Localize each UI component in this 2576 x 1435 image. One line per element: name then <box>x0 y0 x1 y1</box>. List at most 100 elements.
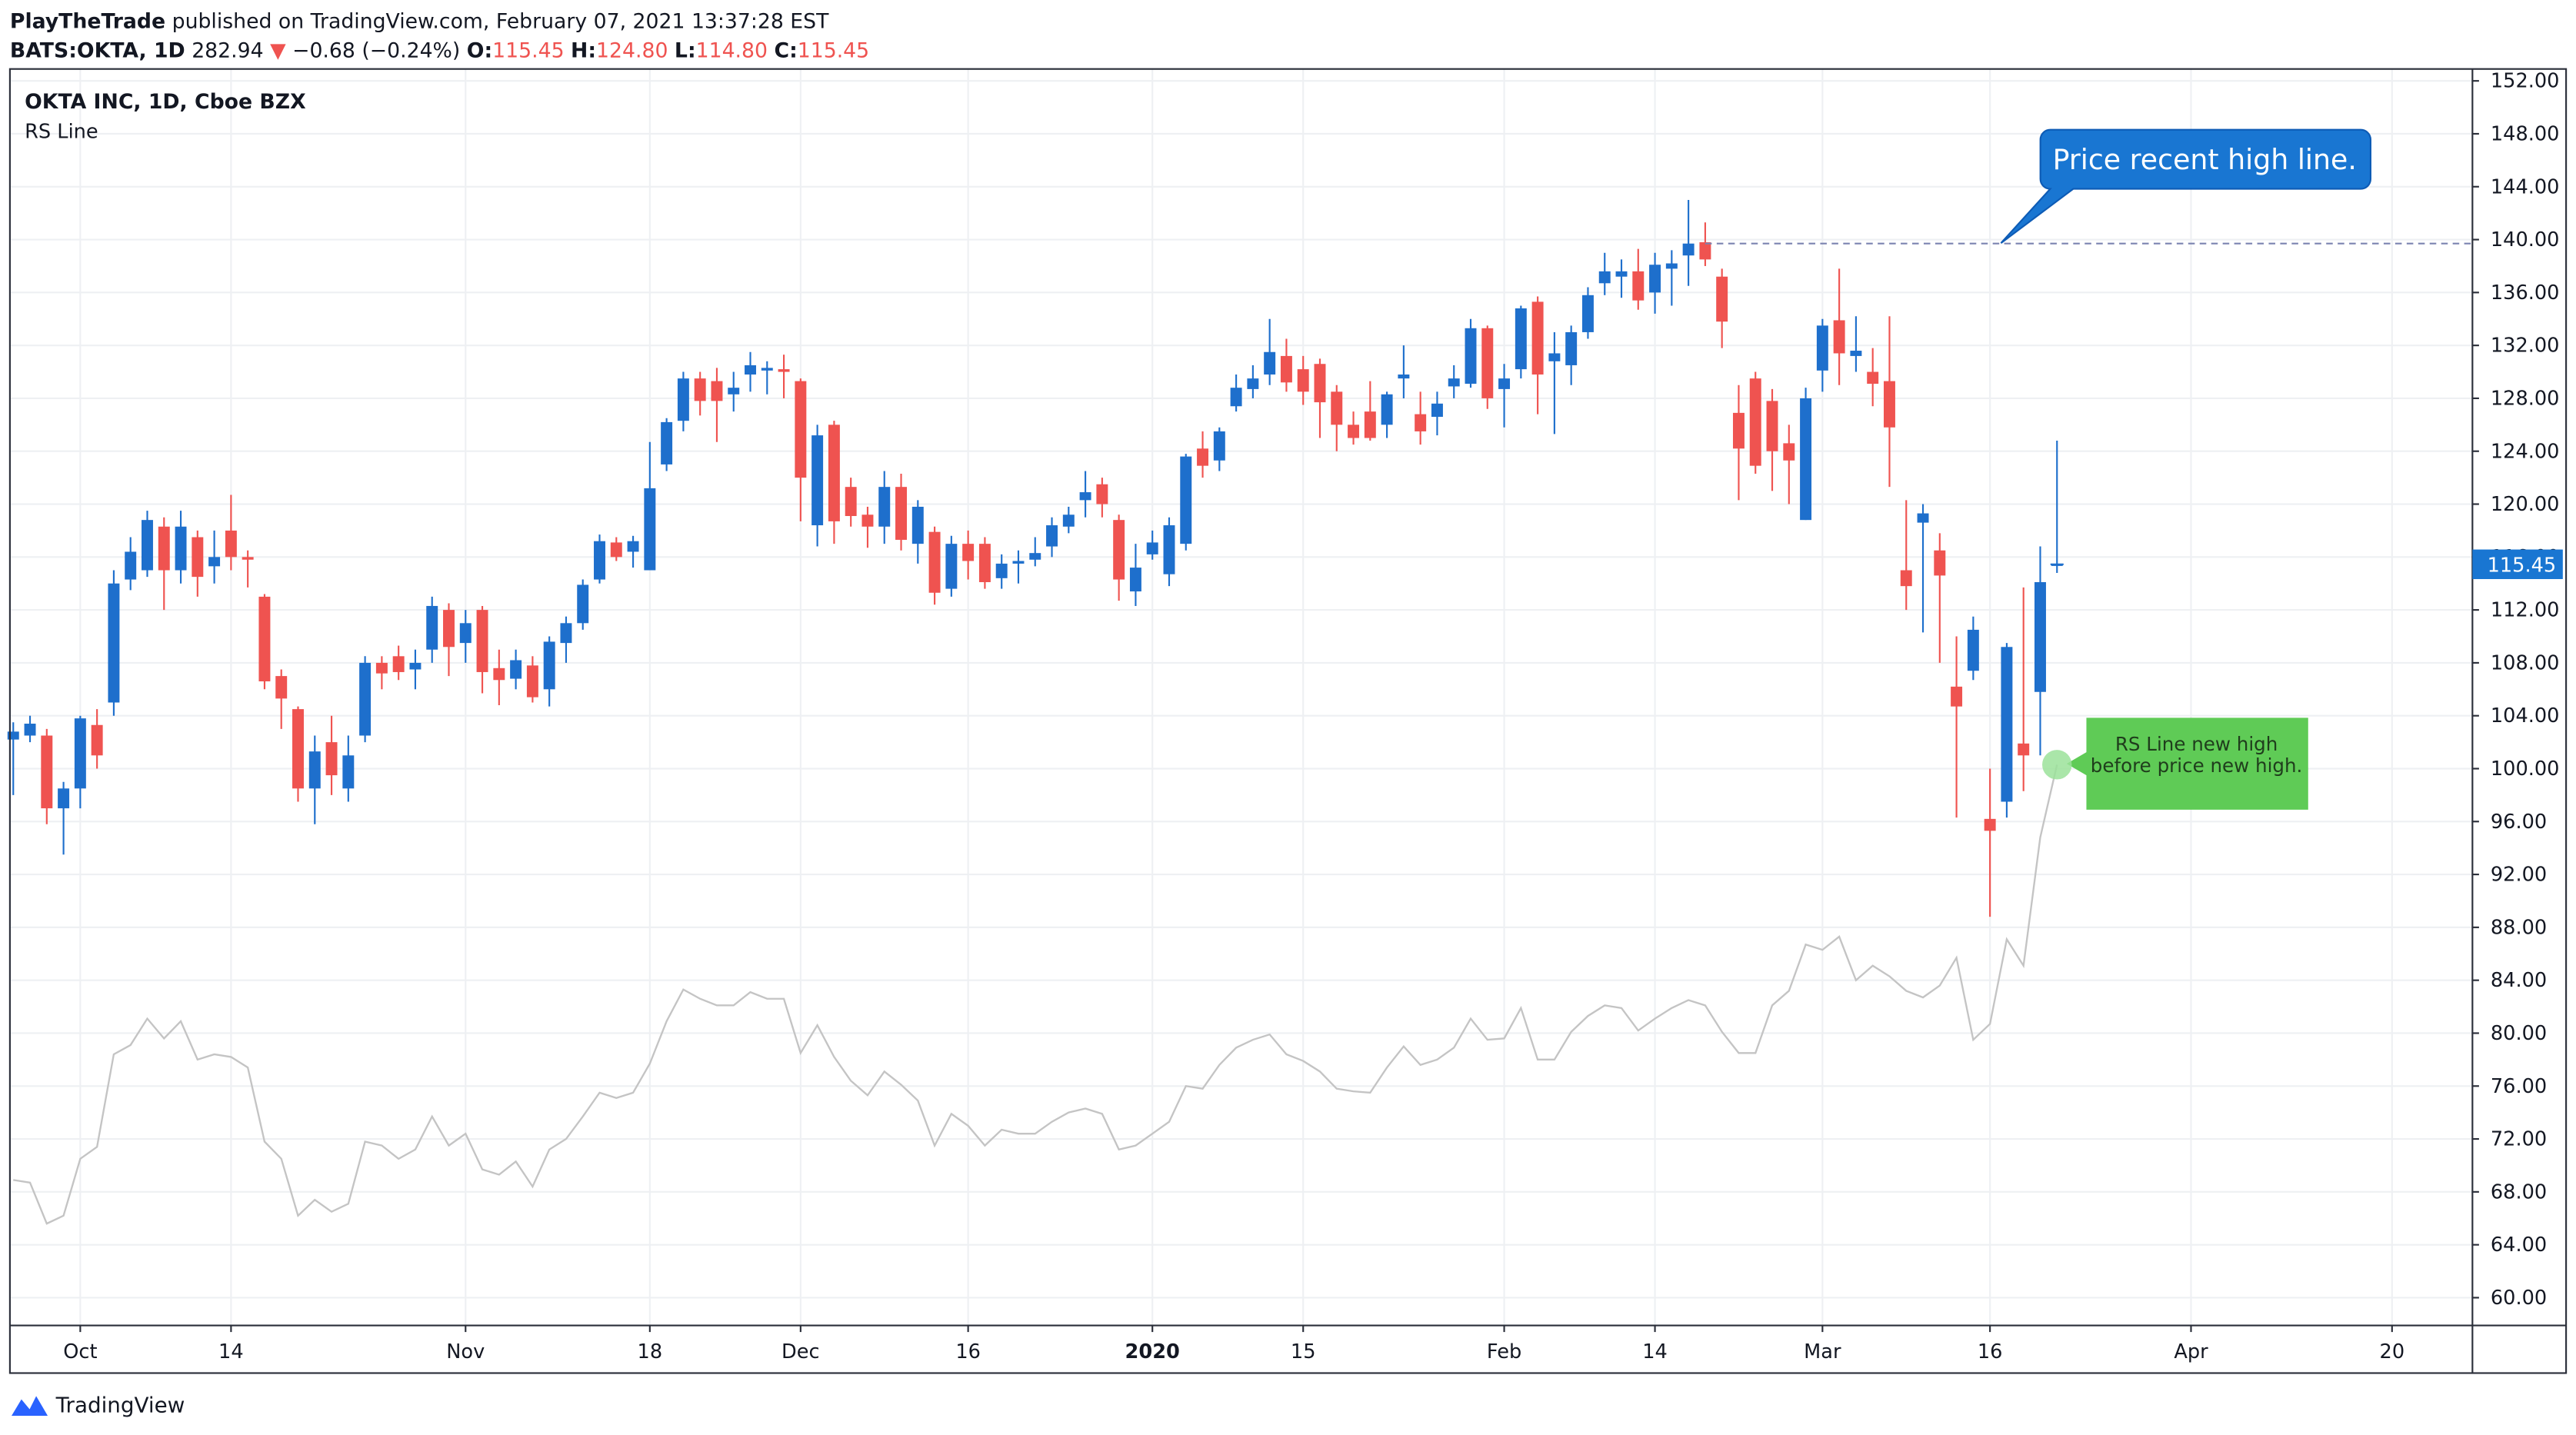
candle-body <box>1766 401 1778 451</box>
candle-body <box>292 709 304 789</box>
candle-body <box>1197 448 1209 466</box>
x-tick-label: 14 <box>1642 1340 1668 1363</box>
x-tick-label: 16 <box>955 1340 981 1363</box>
candle-body <box>1665 263 1678 269</box>
y-tick-label: 80.00 <box>2491 1022 2547 1045</box>
footer: TradingView <box>12 1393 185 1418</box>
candle-body <box>142 520 153 571</box>
x-tick-label: Mar <box>1804 1340 1841 1363</box>
candle-body <box>861 514 874 527</box>
candle-body <box>24 724 36 736</box>
candle-body <box>1264 351 1276 375</box>
y-tick-label: 120.00 <box>2491 493 2560 516</box>
o: 115.45 <box>492 39 564 63</box>
callout-text: Price recent high line. <box>2053 143 2357 176</box>
candle-body <box>1230 388 1242 407</box>
candle-body <box>1649 265 1661 293</box>
y-tick-label: 72.00 <box>2491 1128 2547 1151</box>
candle-body <box>1364 411 1376 438</box>
x-tick-label: 2020 <box>1125 1340 1180 1363</box>
candle-body <box>493 668 505 681</box>
last: 282.94 <box>192 39 263 63</box>
candle-body <box>1213 431 1225 461</box>
candle-body <box>560 623 572 644</box>
candle-body <box>828 425 840 521</box>
candle-body <box>878 487 891 527</box>
candle-body <box>1615 271 1628 277</box>
candle-body <box>308 751 321 789</box>
high-line-callout: Price recent high line. <box>2000 128 2372 244</box>
indicator-name: RS Line <box>25 120 98 143</box>
author: PlayTheTrade <box>10 9 165 33</box>
brand: TradingView <box>55 1393 185 1418</box>
x-tick-label: Dec <box>781 1340 820 1363</box>
o-label: O: <box>467 39 492 63</box>
candle-body <box>225 530 237 558</box>
candle-body <box>526 665 538 698</box>
candle-body <box>1565 331 1578 365</box>
candle-body <box>1398 374 1410 379</box>
candle-body <box>745 365 756 375</box>
marks <box>7 199 2473 1225</box>
y-tick-label: 140.00 <box>2491 228 2560 251</box>
header-line-1: PlayTheTrade published on TradingView.co… <box>10 9 829 33</box>
candle-body <box>1800 398 1812 521</box>
frame <box>8 68 2568 1374</box>
candle-body <box>1129 568 1141 592</box>
c-label: C: <box>775 39 798 63</box>
candle-body <box>1062 514 1075 527</box>
candle-body <box>2001 647 2013 802</box>
candle-body <box>711 381 723 401</box>
x-tick-label: 15 <box>1291 1340 1316 1363</box>
candle-body <box>694 378 706 401</box>
arrow: ▼ <box>270 39 286 63</box>
y-tick-label: 92.00 <box>2491 864 2547 887</box>
candle-body <box>1900 570 1912 587</box>
rs-line <box>13 764 2058 1225</box>
candle-body <box>928 531 941 593</box>
candle-body <box>1967 629 1979 671</box>
x-tick-label: 14 <box>218 1340 244 1363</box>
x-tick-label: Feb <box>1487 1340 1521 1363</box>
candle-body <box>911 506 924 544</box>
candle-body <box>644 488 656 571</box>
h-label: H: <box>571 39 596 63</box>
candle-body <box>1481 328 1494 398</box>
candle-body <box>1247 378 1259 389</box>
candle-body <box>577 584 589 624</box>
y-tick-label: 60.00 <box>2491 1287 2547 1310</box>
candle-body <box>1314 364 1326 403</box>
rs-note: RS Line new high before price new high. <box>2066 718 2308 810</box>
candle-body <box>1581 295 1594 332</box>
candle-body <box>677 378 689 421</box>
candle-body <box>1415 414 1427 431</box>
y-tick-label: 88.00 <box>2491 916 2547 939</box>
y-tick-label: 136.00 <box>2491 281 2560 305</box>
y-tick-label: 84.00 <box>2491 969 2547 992</box>
change: −0.68 (−0.24%) <box>292 39 460 63</box>
candle-body <box>510 660 522 679</box>
rs-note-line: before price new high. <box>2091 754 2303 777</box>
y-tick-label: 128.00 <box>2491 387 2560 410</box>
candle-body <box>795 381 807 478</box>
y-tick-label: 96.00 <box>2491 811 2547 834</box>
candle-body <box>1951 686 1963 707</box>
candle-body <box>543 641 555 690</box>
candle-body <box>811 435 824 526</box>
candle-body <box>1598 271 1611 284</box>
y-tick-label: 152.00 <box>2491 70 2560 93</box>
candle-body <box>1163 525 1175 574</box>
candle-body <box>1699 241 1711 260</box>
candle-body <box>1431 403 1443 418</box>
rs-note-box <box>2066 718 2308 810</box>
l: 114.80 <box>696 39 768 63</box>
candle-body <box>978 544 991 582</box>
x-tick-label: Nov <box>446 1340 485 1363</box>
candle-body <box>1448 378 1460 387</box>
candle-body <box>1297 369 1309 392</box>
candle-body <box>175 526 187 571</box>
published: published on TradingView.com, February 0… <box>172 9 829 33</box>
candle-body <box>1012 561 1025 564</box>
x-tick-label: Oct <box>63 1340 97 1363</box>
